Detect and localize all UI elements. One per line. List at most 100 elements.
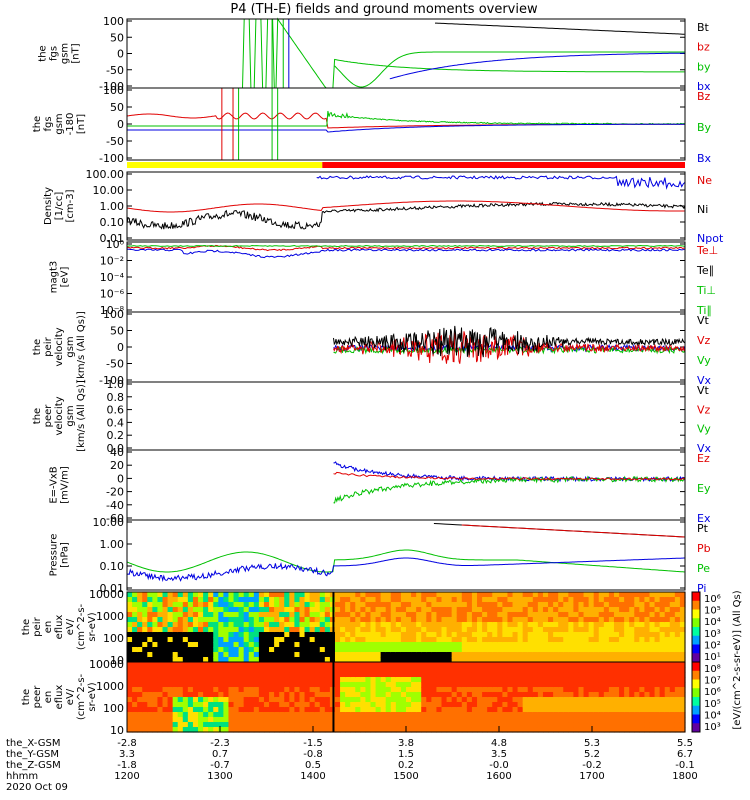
spectrogram-cell [213,692,219,698]
spectrogram-cell [619,717,625,723]
spectrogram-cell [243,672,250,678]
spectrogram-cell [238,632,245,638]
spectrogram-cell [248,667,255,673]
spectrogram-cell [258,637,265,643]
spectrogram-cell [416,607,422,613]
spectrogram-cell [421,617,427,623]
spectrogram-cell [659,632,666,638]
spectrogram-cell [593,657,600,663]
spectrogram-cell [624,647,630,653]
spectrogram-cell [213,607,219,613]
spectrogram-cell [466,627,473,633]
date-label: 2020 Oct 09 [6,782,68,793]
spectrogram-cell [507,712,514,718]
spectrogram-cell [507,672,514,678]
spectrogram-cell [461,727,468,733]
spectrogram-cell [127,597,133,603]
y-tick-label: 10⁻⁴ [100,271,125,284]
y-axis-label: the [32,408,43,424]
spectrogram-cell [664,697,671,703]
spectrogram-cell [355,622,361,628]
spectrogram-cell [527,627,534,633]
spectrogram-cell [203,637,209,643]
spectrogram-cell [340,657,346,663]
spectrogram-cell [385,632,392,638]
spectrogram-cell [187,712,194,718]
spectrogram-cell [654,662,661,668]
spectrogram-cell [395,692,402,698]
spectrogram-cell [548,647,554,653]
spectrogram-cell [324,597,331,603]
spectrogram-cell [385,667,392,673]
spectrogram-cell [258,722,265,728]
spectrogram-cell [279,632,285,638]
spectrogram-cell [624,652,630,658]
spectrogram-cell [167,637,174,643]
spectrogram-cell [360,602,367,608]
spectrogram-cell [309,687,316,693]
spectrogram-cell [446,627,453,633]
spectrogram-cell [385,697,392,703]
spectrogram-cell [639,677,646,683]
spectrogram-cell [208,652,214,658]
spectrogram-cell [563,727,569,733]
spectrogram-cell [542,627,549,633]
spectrogram-cell [487,672,493,678]
spectrogram-cell [431,702,438,708]
spectrogram-cell [527,622,534,628]
spectrogram-cell [314,677,321,683]
spectrogram-cell [537,707,544,713]
spectrogram-cell [172,722,179,728]
spectrogram-cell [395,717,402,723]
spectrogram-cell [669,607,676,613]
spectrogram-cell [269,672,275,678]
spectrogram-cell [177,662,184,668]
spectrogram-cell [152,697,159,703]
spectrogram-cell [461,592,468,598]
spectrogram-cell [507,692,514,698]
spectrogram-cell [279,712,285,718]
x-row-value: 1700 [579,771,604,782]
spectrogram-cell [654,602,661,608]
legend-entry: Pi [697,582,706,595]
spectrogram-cell [284,632,290,638]
spectrogram-cell [350,667,356,673]
spectrogram-cell [482,712,488,718]
spectrogram-cell [340,602,346,608]
spectrogram-cell [406,717,412,723]
spectrogram-cell [284,712,290,718]
spectrogram-cell [365,697,372,703]
spectrogram-cell [177,707,184,713]
spectrogram-cell [370,662,377,668]
spectrogram-cell [421,702,427,708]
spectrogram-cell [558,677,564,683]
spectrogram-cell [517,617,524,623]
spectrogram-cell [157,717,164,723]
spectrogram-cell [411,682,417,688]
spectrogram-cell [431,602,438,608]
spectrogram-cell [177,722,184,728]
spectrogram-cell [593,672,600,678]
spectrogram-cell [487,637,493,643]
spectrogram-cell [172,717,179,723]
spectrogram-cell [558,702,564,708]
spectrogram-cell [603,702,610,708]
y-tick-label: 100 [103,308,124,321]
spectrogram-cell [324,717,331,723]
spectrogram-cell [492,687,498,693]
spectrogram-cell [411,697,417,703]
spectrogram-cell [192,682,199,688]
spectrogram-cell [274,687,280,693]
spectrogram-cell [223,682,230,688]
spectrogram-cell [203,702,209,708]
x-row-value: 3.3 [119,749,135,760]
spectrogram-cell [319,702,326,708]
spectrogram-cell [492,667,498,673]
spectrogram-cell [674,717,681,723]
spectrogram-cell [669,692,676,698]
spectrogram-cell [502,717,509,723]
spectrogram-cell [127,707,133,713]
spectrogram-cell [634,707,640,713]
spectrogram-cell [674,707,681,713]
